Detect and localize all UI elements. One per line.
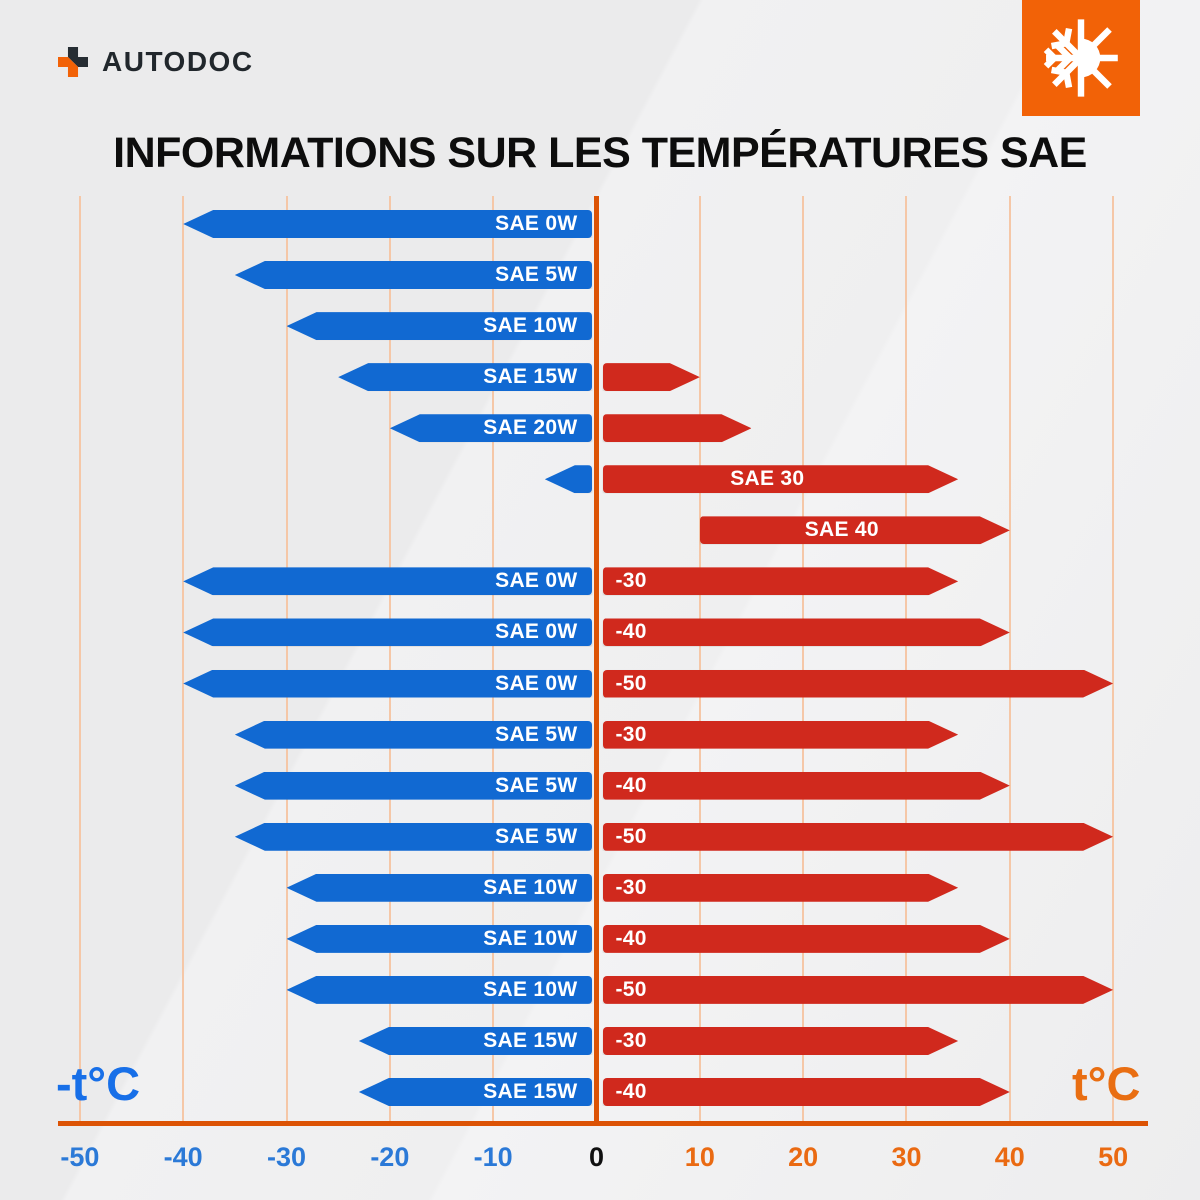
temperature-limit-label: -40 [615,926,647,950]
sae-grade-label: SAE 30 [730,467,805,491]
cold-range-bar: SAE 15W [338,363,593,392]
warm-range-bar: -40 [603,925,1010,953]
cold-range-bar: SAE 0W [183,669,593,698]
warm-range-bar: -40 [603,618,1010,646]
sae-grade-label: SAE 20W [483,416,578,440]
sae-grade-label: SAE 0W [495,671,578,695]
cold-axis-label: -t°C [56,1057,141,1110]
warm-range-bar: -30 [603,1027,959,1055]
autodoc-plus-icon [58,47,88,77]
gridline [492,196,495,1123]
sae-grade-label: SAE 15W [483,365,578,389]
gridline [698,196,701,1123]
sae-grade-label: SAE 0W [495,212,578,235]
axis-tick-label: 50 [1098,1142,1129,1172]
axis-tick-label: -10 [473,1142,513,1172]
gridline [802,196,805,1123]
temperature-limit-label: -30 [615,875,647,899]
autodoc-logo: AUTODOC [58,46,254,78]
temperature-badge [1022,0,1140,116]
temperature-limit-label: -40 [615,773,647,797]
temperature-limit-label: -30 [615,722,647,746]
cold-range-bar: SAE 15W [358,1078,593,1107]
axis-tick-label: 30 [891,1142,922,1172]
warm-range-bar: -50 [603,976,1114,1004]
warm-range-bar: -30 [603,721,959,749]
warm-range-bar: SAE 40 [700,516,1010,544]
warm-range-bar: -40 [603,1078,1010,1106]
temperature-limit-label: -50 [615,671,647,695]
axis-tick-label: -50 [60,1142,100,1172]
axis-tick-label: 20 [788,1142,819,1172]
sae-grade-label: SAE 5W [495,722,578,746]
cold-range-bar: SAE 0W [183,567,593,596]
gridline [388,196,391,1123]
sae-grade-label: SAE 5W [495,824,578,848]
axis-tick-label: -20 [370,1142,410,1172]
page-title: INFORMATIONS SUR LES TEMPÉRATURES SAE [113,129,1087,177]
sae-grade-label: SAE 0W [495,569,578,593]
cold-range-bar: SAE 0W [183,210,593,238]
temperature-limit-label: -30 [615,569,647,593]
axis-tick-label: 40 [994,1142,1025,1172]
warm-range-bar: -40 [603,772,1010,800]
axis-baseline [58,1121,1148,1126]
sae-grade-label: SAE 5W [495,263,578,287]
sae-grade-label: SAE 40 [804,518,879,542]
sae-grade-label: SAE 5W [495,773,578,797]
axis-tick-label: -30 [266,1142,307,1172]
sae-grade-label: SAE 15W [483,1080,578,1104]
gridline [905,196,908,1123]
warm-range-bar: SAE 30 [603,465,959,493]
sae-grade-label: SAE 10W [483,926,578,950]
sae-grade-label: SAE 10W [483,875,578,899]
snowflake-sun-icon [1043,19,1118,97]
temperature-limit-label: -50 [615,824,647,848]
cold-range-bar: SAE 10W [286,924,593,953]
warm-range-bar [603,363,700,391]
cold-range-bar: SAE 10W [286,873,593,902]
axis-tick-label: 0 [588,1142,605,1172]
cold-range-bar: SAE 10W [286,312,593,341]
sae-grade-label: SAE 0W [495,620,578,644]
cold-range-bar: SAE 5W [234,771,593,800]
gridline [285,196,288,1123]
cold-range-bar: SAE 5W [234,261,593,290]
gridline [1008,196,1011,1123]
cold-range-bar [544,465,593,494]
cold-range-bar: SAE 15W [358,1026,593,1055]
warm-axis-label: t°C [1072,1057,1141,1110]
gridline [182,196,185,1123]
sae-grade-label: SAE 15W [483,1028,578,1052]
axis-tick-label: 10 [684,1142,715,1172]
cold-range-bar: SAE 5W [234,822,593,851]
temperature-limit-label: -50 [615,977,647,1001]
gridline [78,196,81,1123]
sae-grade-label: SAE 10W [483,977,578,1001]
temperature-limit-label: -40 [615,620,647,644]
cold-range-bar: SAE 0W [183,618,593,647]
warm-range-bar: -30 [603,874,959,902]
cold-range-bar: SAE 5W [234,720,593,749]
cold-range-bar: SAE 20W [389,414,593,443]
warm-range-bar: -50 [603,823,1114,851]
warm-range-bar: -30 [603,567,959,595]
temperature-limit-label: -40 [615,1080,647,1104]
warm-range-bar [603,414,752,442]
logo-text: AUTODOC [102,46,254,77]
cold-range-bar: SAE 10W [286,975,593,1004]
sae-grade-label: SAE 10W [483,314,578,338]
zero-gridline [594,196,599,1123]
warm-range-bar: -50 [603,670,1114,698]
axis-tick-label: -40 [163,1142,203,1172]
temperature-limit-label: -30 [615,1028,647,1052]
gridline [1112,196,1115,1123]
